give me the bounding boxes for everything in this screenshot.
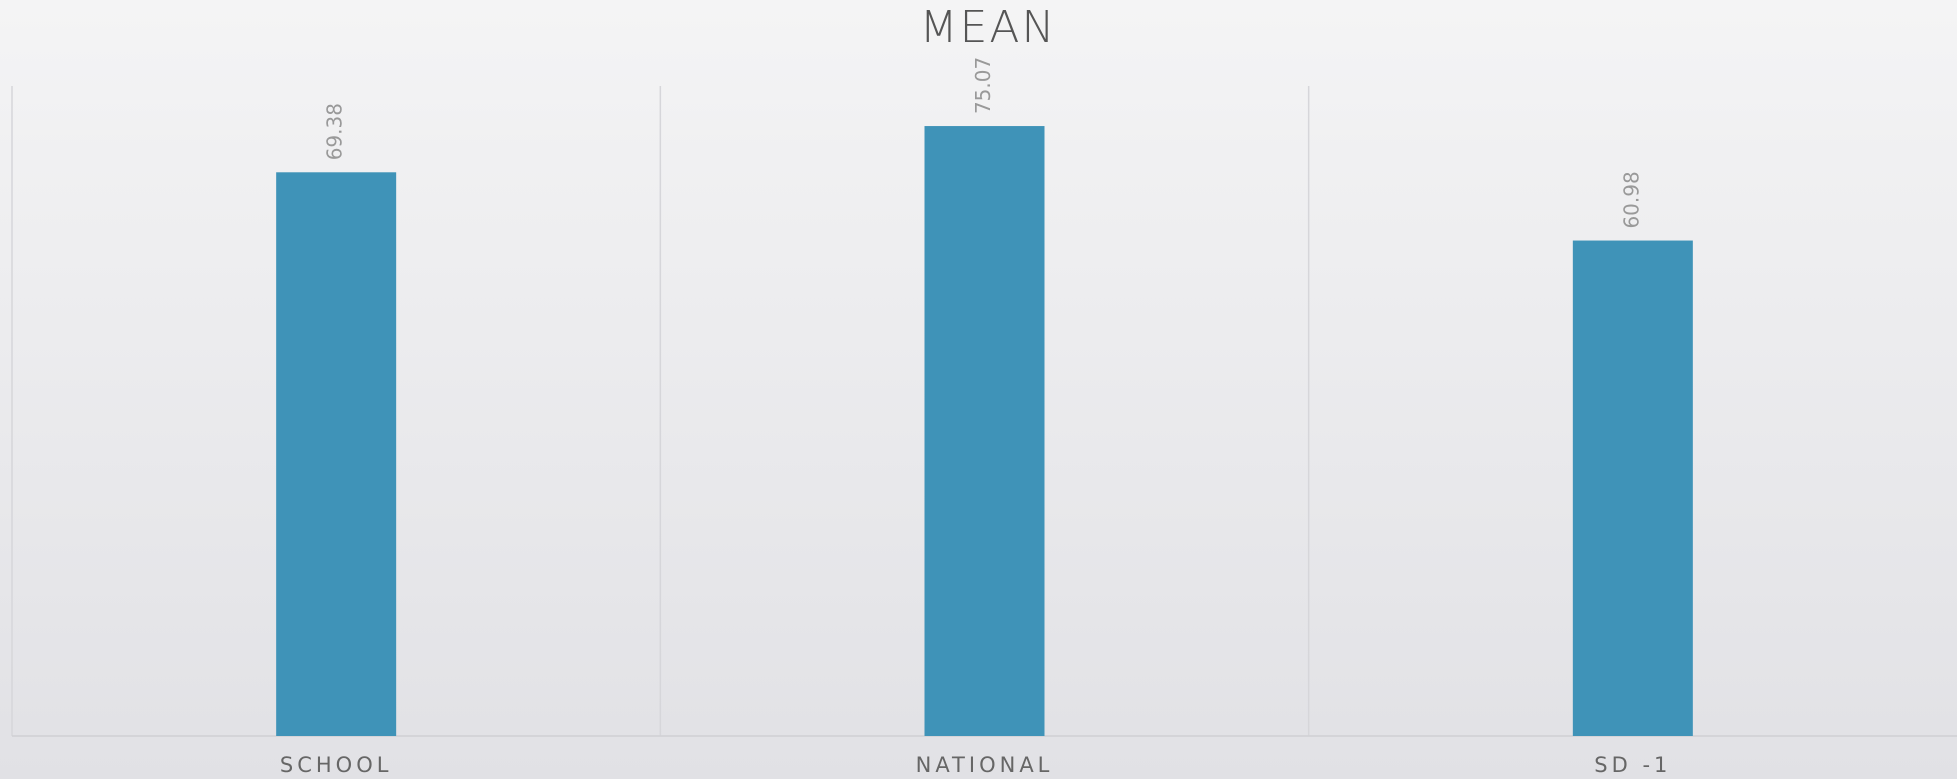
x-tick-label: SD -1 — [1594, 753, 1671, 777]
bar — [1572, 240, 1693, 736]
x-tick-label: NATIONAL — [916, 753, 1054, 777]
data-label: 75.07 — [971, 57, 995, 114]
data-label: 69.38 — [323, 103, 347, 160]
bar — [276, 172, 397, 737]
x-tick-label: SCHOOL — [280, 753, 393, 777]
bar — [924, 126, 1045, 736]
data-label: 60.98 — [1619, 171, 1643, 228]
chart-title: MEAN — [920, 2, 1057, 53]
